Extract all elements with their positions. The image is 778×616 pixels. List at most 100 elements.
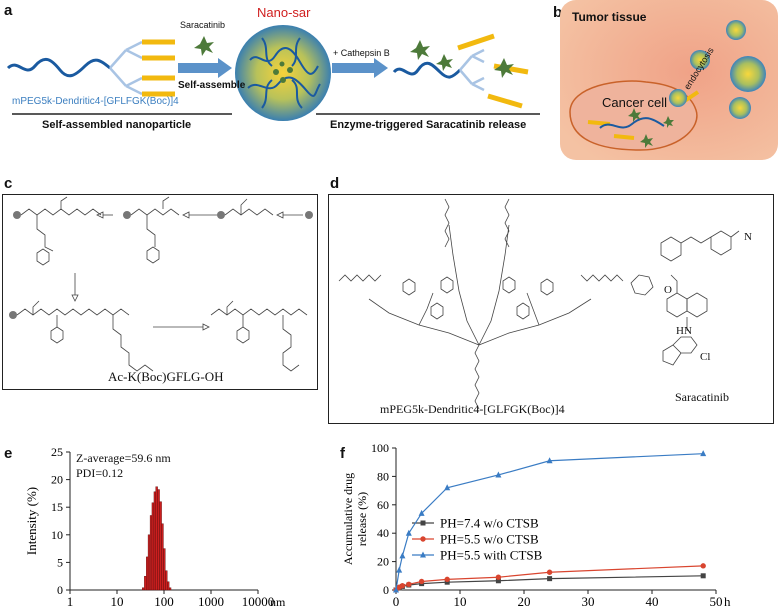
saracatinib-label-a: Saracatinib [180,20,226,30]
dls-bar [151,502,154,591]
y-tick-label: 10 [51,528,63,542]
legend-label: PH=7.4 w/o CTSB [440,516,539,531]
data-point [700,563,706,569]
data-point [396,566,403,573]
x-tick-label: 1 [67,594,74,609]
data-point [418,509,425,516]
x-tick-label: 10 [454,594,467,609]
data-point [700,573,706,579]
dls-bar [146,556,149,591]
dls-bar [163,548,166,591]
x-tick-label: 30 [582,594,595,609]
legend-marker [420,536,426,542]
legend-label: PH=5.5 with CTSB [440,548,543,563]
nano-sar-title: Nano-sar [257,5,311,20]
data-point [405,529,412,536]
y-tick-label: 25 [51,445,63,459]
y-axis-label: Intensity (%) [24,487,39,555]
x-tick-label: 50 [710,594,723,609]
panel-e-label: e [4,445,13,462]
x-tick-label: 20 [518,594,531,609]
atom-hn-label: HN [676,325,692,337]
synthesis-scheme [9,196,313,372]
dls-bar [155,486,158,591]
panel-d-label: d [330,175,340,192]
panel-a-label: a [4,2,13,19]
atom-o-label: O [664,284,672,296]
x-tick-label: 10000 [242,594,275,609]
panel-b-label: b [553,4,563,21]
dls-bar [153,491,156,591]
data-point [399,583,406,589]
data-point [444,579,450,585]
nanoparticle-icon [235,25,331,121]
data-point [444,484,451,491]
pdi-label: PDI=0.12 [76,466,124,480]
z-average-label: Z-average=59.6 nm [76,451,171,465]
x-tick-label: 1000 [198,594,224,609]
legend-marker [420,520,426,526]
dls-bar [161,523,164,591]
tumor-tissue-label: Tumor tissue [572,10,647,24]
dls-bar [149,515,153,591]
dls-bar [157,489,160,591]
data-point [495,574,502,580]
data-point [495,471,502,478]
y-tick-label: 100 [371,441,389,455]
data-point [406,581,412,588]
drug-star-icon [194,36,214,56]
dls-chart: 1 10 100 1000 10000 0 5 10 15 20 25 nm Intensity (%) [24,445,286,609]
panel-d-box [328,194,774,424]
panel-b-diagram [560,0,778,160]
nanoparticle-icons-b [669,20,766,119]
panel-c-box [2,194,318,390]
data-point [444,576,450,583]
product-label-c: Ac-K(Boc)GFLG-OH [108,369,224,384]
y-axis-label-line1: Accumulative drug [341,473,355,565]
arrow-cathepsin [332,58,388,78]
x-tick-label: 10 [111,594,124,609]
legend-marker [420,551,426,558]
arrow-self-assemble [178,58,232,78]
self-assemble-label: Self-assemble [178,80,246,91]
data-point [700,450,707,457]
cathepsin-label: + Cathepsin B [333,48,390,58]
x-unit-label: nm [270,595,286,609]
cancer-cell-label: Cancer cell [602,95,668,110]
polymer-chain-left [6,39,175,97]
legend-label: PH=5.5 w/o CTSB [440,532,539,547]
dls-bar [165,570,168,591]
x-tick-label: 100 [154,594,174,609]
caption-enzyme-release: Enzyme-triggered Saracatinib release [330,119,527,131]
saracatinib-label-d: Saracatinib [675,390,729,404]
y-tick-label: 0 [57,583,63,597]
y-tick-label: 80 [377,469,389,483]
panel-f-label: f [340,445,345,462]
dls-bar [147,534,151,591]
caption-self-assembled: Self-assembled nanoparticle [42,119,192,131]
dls-bar [159,501,162,591]
polymer-chain-released [392,33,529,109]
data-point [393,586,399,593]
atom-n-label: N [744,231,752,243]
data-point [546,569,553,575]
y-tick-label: 15 [51,500,63,514]
data-point [399,552,406,559]
x-tick-label: 40 [646,594,659,609]
data-point [418,578,425,585]
y-tick-label: 5 [57,555,63,569]
y-tick-label: 20 [51,473,63,487]
panel-c-label: c [4,175,13,192]
polymer-structure [338,198,740,410]
y-tick-label: 60 [377,498,389,512]
dls-bar [144,575,147,591]
y-tick-label: 20 [377,555,389,569]
x-tick-label: 0 [393,594,400,609]
dls-bar [167,581,170,591]
data-point [547,576,553,582]
y-axis-label-line2: release (%) [355,492,369,546]
polymer-label-d: mPEG5k-Dendritic4-[GLFGK(Boc)]4 [380,402,565,416]
atom-cl-label: Cl [700,351,711,363]
y-tick-label: 0 [383,583,389,597]
dls-bar [168,587,172,591]
